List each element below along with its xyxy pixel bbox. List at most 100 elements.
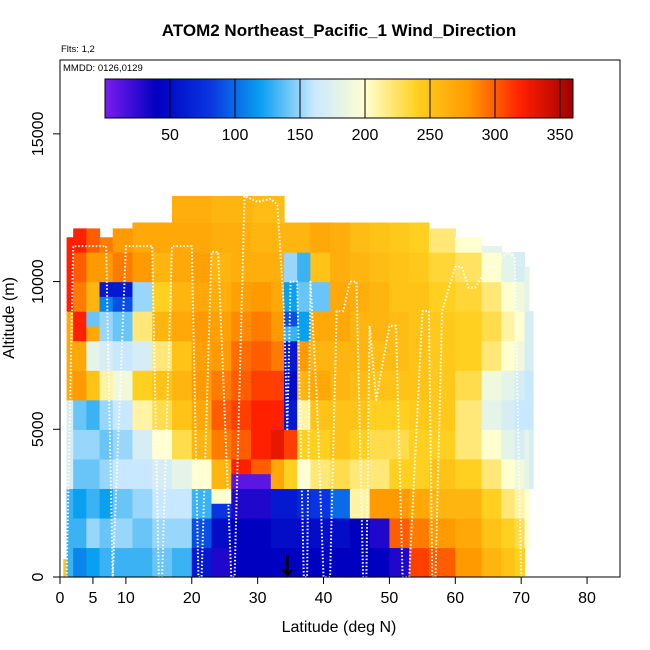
heatmap-cell bbox=[231, 458, 252, 475]
heatmap-cell bbox=[524, 370, 530, 430]
heatmap-cell bbox=[251, 195, 272, 224]
colorbar-swatch bbox=[188, 79, 192, 118]
heatmap-cell bbox=[297, 429, 311, 460]
heatmap-cell bbox=[428, 252, 456, 283]
heatmap-cell bbox=[270, 252, 285, 283]
colorbar-swatch bbox=[214, 79, 218, 118]
heatmap-cell bbox=[529, 311, 534, 371]
colorbar-swatch bbox=[391, 79, 395, 118]
colorbar-swatch bbox=[115, 79, 119, 118]
x-tick-label: 30 bbox=[249, 590, 267, 607]
heatmap-cell bbox=[231, 340, 252, 371]
heatmap-cell bbox=[481, 547, 503, 578]
heatmap-cell bbox=[501, 547, 516, 578]
colorbar-swatch bbox=[302, 79, 306, 118]
heatmap-cell bbox=[211, 252, 232, 283]
heatmap-cell bbox=[86, 340, 101, 371]
heatmap-cell bbox=[211, 503, 232, 519]
heatmap-cell bbox=[152, 252, 173, 283]
heatmap-cell bbox=[428, 488, 456, 519]
heatmap-cell bbox=[501, 370, 516, 401]
heatmap-cell bbox=[409, 281, 430, 312]
heatmap-cell bbox=[330, 340, 351, 371]
heatmap-cell bbox=[191, 222, 213, 253]
heatmap-cell bbox=[284, 311, 298, 327]
heatmap-cell bbox=[99, 252, 114, 283]
colorbar-swatch bbox=[105, 79, 109, 118]
heatmap-cell bbox=[330, 429, 351, 460]
heatmap-cell bbox=[172, 252, 193, 283]
colorbar-swatch bbox=[151, 79, 155, 118]
colorbar-swatch bbox=[417, 79, 421, 118]
colorbar-swatch bbox=[526, 79, 530, 118]
heatmap-cell bbox=[409, 458, 430, 489]
heatmap-cell bbox=[297, 488, 311, 519]
heatmap-cell bbox=[349, 370, 371, 401]
colorbar-swatch bbox=[227, 79, 231, 118]
heatmap-cell bbox=[132, 252, 153, 283]
colorbar-swatch bbox=[333, 79, 337, 118]
colorbar-swatch bbox=[505, 79, 509, 118]
marker-arrow-head bbox=[281, 568, 294, 578]
heatmap-cell bbox=[524, 488, 530, 549]
heatmap-cell bbox=[284, 488, 298, 519]
colorbar-swatch bbox=[276, 79, 280, 118]
heatmap-cell bbox=[455, 429, 483, 460]
colorbar-swatch bbox=[336, 79, 340, 118]
heatmap-cell bbox=[152, 488, 173, 519]
colorbar-swatch bbox=[554, 79, 558, 118]
heatmap-cell bbox=[428, 517, 456, 549]
flights-label: Flts: 1,2 bbox=[61, 44, 95, 55]
heatmap-cell bbox=[330, 517, 351, 549]
colorbar-swatch bbox=[393, 79, 397, 118]
heatmap-cell bbox=[231, 488, 252, 519]
heatmap-cell bbox=[86, 252, 101, 283]
colorbar-swatch bbox=[313, 79, 317, 118]
colorbar-swatch bbox=[146, 79, 150, 118]
heatmap-cell bbox=[284, 252, 298, 283]
heatmap-cell bbox=[284, 340, 298, 371]
heatmap-cell bbox=[152, 429, 173, 460]
colorbar-swatch bbox=[167, 79, 171, 118]
heatmap-cell bbox=[349, 517, 371, 549]
heatmap-cell bbox=[409, 429, 430, 460]
heatmap-cell bbox=[501, 252, 516, 283]
colorbar-swatch bbox=[502, 79, 506, 118]
colorbar-swatch bbox=[237, 79, 241, 118]
heatmap-cell bbox=[501, 281, 516, 312]
colorbar-swatch bbox=[112, 79, 116, 118]
colorbar-swatch bbox=[203, 79, 207, 118]
heatmap-cell bbox=[211, 281, 232, 312]
y-tick-label: 5000 bbox=[30, 411, 47, 447]
heatmap-cell bbox=[389, 488, 410, 519]
heatmap-cell bbox=[211, 429, 232, 460]
heatmap-cell bbox=[369, 488, 391, 519]
heatmap-cell bbox=[132, 281, 153, 312]
heatmap-cell bbox=[310, 399, 331, 430]
heatmap-cell bbox=[211, 458, 232, 489]
heatmap-cell bbox=[99, 237, 114, 253]
x-tick-label: 80 bbox=[578, 590, 596, 607]
heatmap-cell bbox=[99, 547, 114, 578]
colorbar-swatch bbox=[552, 79, 556, 118]
heatmap-cell bbox=[369, 547, 391, 578]
colorbar-swatch bbox=[521, 79, 525, 118]
colorbar-swatch bbox=[245, 79, 249, 118]
heatmap-cell bbox=[73, 340, 87, 371]
colorbar-swatch bbox=[430, 79, 434, 118]
colorbar-swatch bbox=[107, 79, 111, 118]
heatmap-cell bbox=[349, 281, 371, 312]
colorbar-swatch bbox=[315, 79, 319, 118]
heatmap-cell bbox=[231, 222, 252, 253]
heatmap-cell bbox=[172, 458, 193, 489]
colorbar-swatch bbox=[427, 79, 431, 118]
colorbar-swatch bbox=[294, 79, 298, 118]
colorbar-swatch bbox=[344, 79, 348, 118]
colorbar-swatch bbox=[154, 79, 158, 118]
x-tick-label: 10 bbox=[117, 590, 135, 607]
heatmap-cell bbox=[310, 517, 331, 549]
heatmap-cell bbox=[132, 340, 153, 371]
heatmap-cell bbox=[284, 325, 298, 342]
heatmap-cell bbox=[389, 340, 410, 371]
